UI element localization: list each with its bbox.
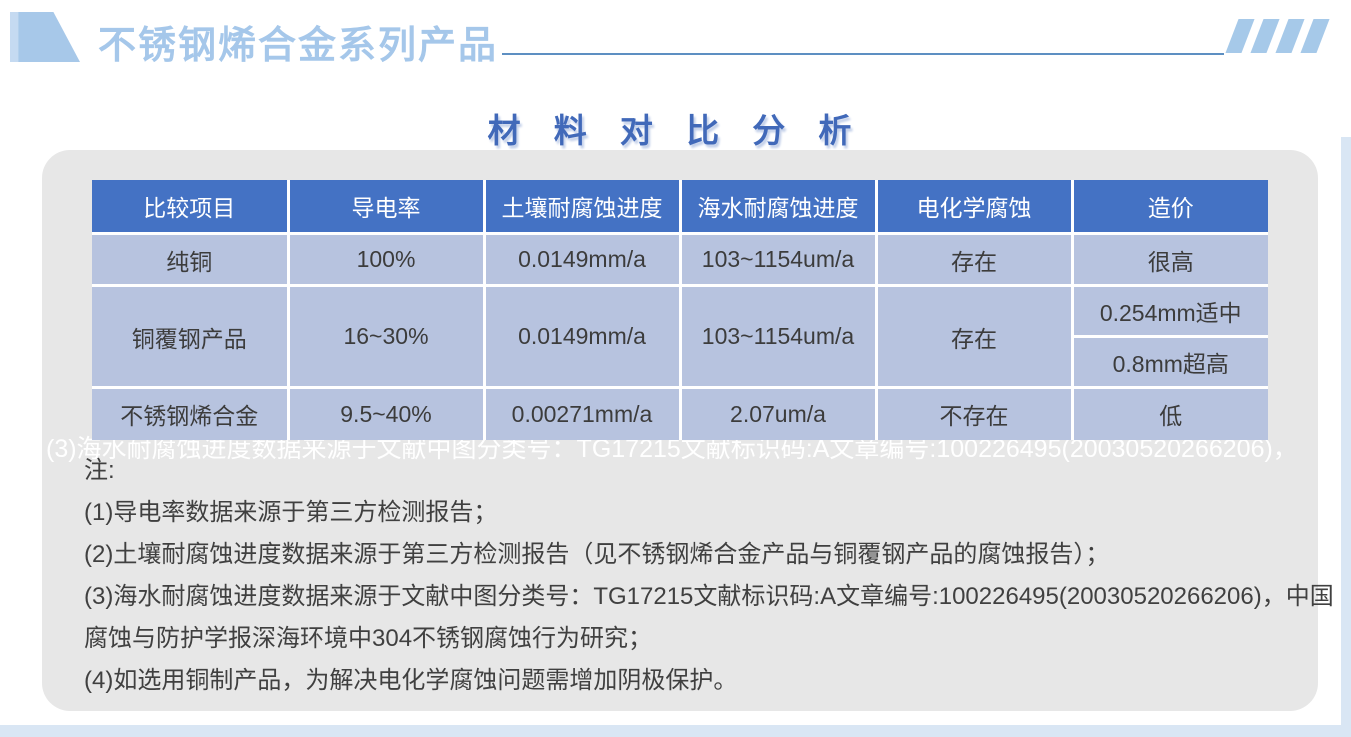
title-underline [502, 53, 1224, 55]
right-edge-accent [1341, 137, 1351, 737]
col-header-conductivity: 导电率 [286, 178, 486, 235]
brand-title: 不锈钢烯合金系列产品 [98, 25, 499, 67]
cell-material: 铜覆钢产品 [90, 284, 290, 389]
stripe-shape [1300, 19, 1330, 53]
col-header-electrochemical: 电化学腐蚀 [874, 178, 1074, 235]
table-row-copper-clad: 铜覆钢产品 16~30% 0.0149mm/a 103~1154um/a 存在 … [90, 284, 1270, 389]
note-item-1: (1)导电率数据来源于第三方检测报告； [84, 499, 498, 526]
cell-seawater: 103~1154um/a [678, 284, 878, 389]
table-row-copper-clad-cost-b: 0.8mm超高 [92, 335, 1270, 389]
note-item-2: (2)土壤耐腐蚀进度数据来源于第三方检测报告（见不锈钢烯合金产品与铜覆钢产品的腐… [84, 541, 1110, 568]
cell-soil: 0.00271mm/a [482, 386, 682, 441]
page-title: 材 料 对 比 分 析 [487, 112, 864, 149]
corner-ribbon-front-shape [18, 12, 80, 62]
cell-seawater: 103~1154um/a [678, 232, 878, 287]
notes-block: 注: (1)导电率数据来源于第三方检测报告； (2)土壤耐腐蚀进度数据来源于第三… [84, 450, 1334, 702]
col-header-seawater-corrosion: 海水耐腐蚀进度 [678, 178, 878, 235]
table-row-alloy: 不锈钢烯合金 9.5~40% 0.00271mm/a 2.07um/a 不存在 … [90, 386, 1270, 441]
stripe-shape [1225, 19, 1255, 53]
cell-seawater: 2.07um/a [678, 386, 878, 441]
cell-electrochemical: 不存在 [874, 386, 1074, 441]
cell-conductivity: 100% [286, 232, 486, 287]
cell-cost-a: 0.254mm适中 [1070, 284, 1270, 338]
cell-electrochemical: 存在 [874, 232, 1074, 287]
note-item-3-line-1: (3)海水耐腐蚀进度数据来源于文献中图分类号：TG17215文献标识码:A文章编… [84, 583, 1334, 610]
col-header-item: 比较项目 [90, 178, 290, 235]
bottom-edge-accent [0, 725, 1351, 737]
col-header-cost: 造价 [1070, 178, 1270, 235]
col-header-soil-corrosion: 土壤耐腐蚀进度 [482, 178, 682, 235]
notes-label: 注: [84, 457, 115, 484]
slanted-stripes-icon [1225, 19, 1332, 53]
stripe-shape [1250, 19, 1280, 53]
ghost-note-line: (3)海水耐腐蚀进度数据来源于文献中图分类号：TG17215文献标识码:A文章编… [46, 435, 1298, 463]
material-comparison-table: 比较项目 导电率 土壤耐腐蚀进度 海水耐腐蚀进度 电化学腐蚀 造价 纯铜 100… [90, 178, 1270, 441]
cell-cost: 低 [1070, 386, 1270, 441]
note-item-3-line-2: 腐蚀与防护学报深海环境中304不锈钢腐蚀行为研究； [84, 625, 653, 652]
cell-material: 纯铜 [90, 232, 290, 287]
cell-conductivity: 9.5~40% [286, 386, 486, 441]
cell-cost: 很高 [1070, 232, 1270, 287]
table-row-pure-copper: 纯铜 100% 0.0149mm/a 103~1154um/a 存在 很高 [90, 232, 1270, 287]
table-header-row: 比较项目 导电率 土壤耐腐蚀进度 海水耐腐蚀进度 电化学腐蚀 造价 [90, 178, 1270, 235]
note-item-4: (4)如选用铜制产品，为解决电化学腐蚀问题需增加阴极保护。 [84, 667, 738, 694]
stripe-shape [1275, 19, 1305, 53]
cell-electrochemical: 存在 [874, 284, 1074, 389]
cell-soil: 0.0149mm/a [482, 232, 682, 287]
corner-ribbon-icon [10, 12, 80, 62]
cell-material: 不锈钢烯合金 [90, 386, 290, 441]
cell-conductivity: 16~30% [286, 284, 486, 389]
cell-cost-b: 0.8mm超高 [1070, 335, 1270, 389]
cell-soil: 0.0149mm/a [482, 284, 682, 389]
